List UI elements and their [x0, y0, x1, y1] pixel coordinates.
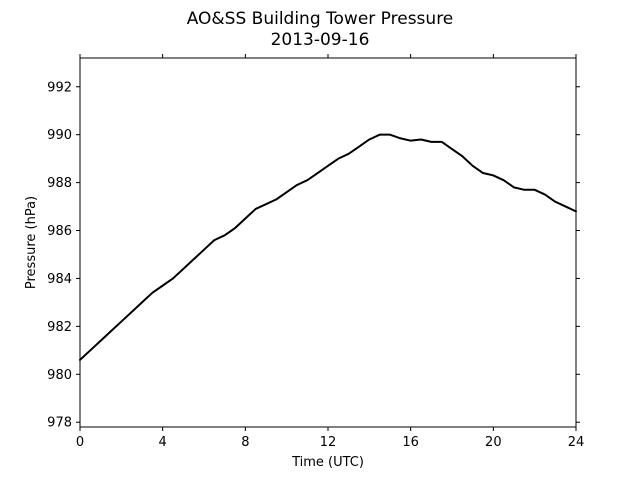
- y-tick-label: 986: [47, 224, 72, 239]
- x-tick-label: 16: [402, 435, 419, 450]
- x-axis-label: Time (UTC): [291, 455, 364, 470]
- x-tick-label: 8: [241, 435, 249, 450]
- pressure-series-line: [79, 133, 577, 361]
- y-tick-label: 988: [47, 176, 72, 191]
- y-tick-label: 992: [47, 80, 72, 95]
- x-tick-label: 24: [568, 435, 585, 450]
- y-axis-label: Pressure (hPa): [24, 196, 39, 289]
- x-tick-label: 0: [76, 435, 84, 450]
- y-tick-label: 984: [47, 272, 72, 287]
- x-tick-label: 4: [159, 435, 167, 450]
- chart-subtitle: 2013-09-16: [271, 30, 370, 50]
- y-tick-label: 990: [47, 128, 72, 143]
- series-group: [79, 133, 577, 361]
- plot-frame: [79, 57, 577, 428]
- chart-title: AO&SS Building Tower Pressure: [187, 9, 454, 29]
- x-tick-label: 12: [320, 435, 337, 450]
- y-tick-label: 978: [47, 416, 72, 431]
- x-tick-label: 20: [485, 435, 502, 450]
- y-tick-label: 982: [47, 320, 72, 335]
- axis-ticks: 0 4 8 12 16 20 24 978 980 982 984 986 988 990 992: [47, 54, 584, 450]
- y-tick-label: 980: [47, 368, 72, 383]
